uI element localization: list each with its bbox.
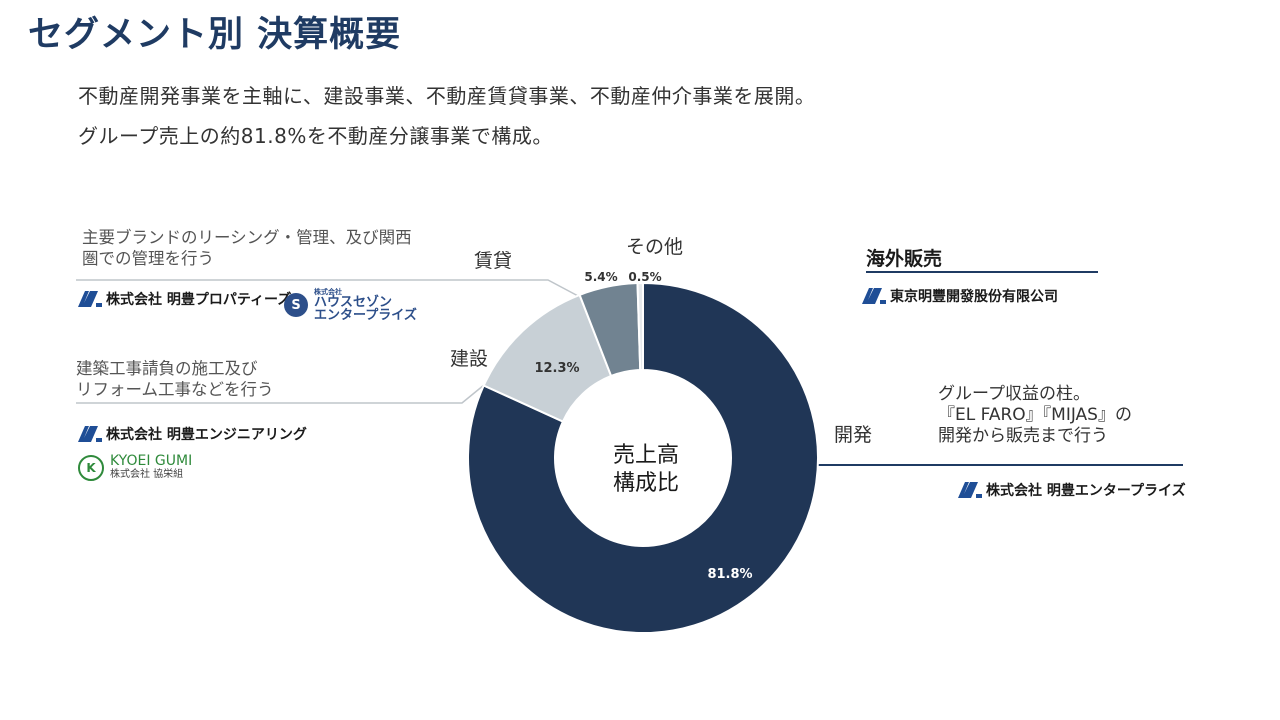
page-title: セグメント別 決算概要 — [28, 15, 402, 55]
kyoei-name-en: KYOEI GUMI — [110, 453, 193, 469]
overseas-company-name: 東京明豐開發股份有限公司 — [890, 289, 1058, 305]
donut-value-label-1: 81.8% — [707, 567, 752, 582]
construction-desc-line-2: リフォーム工事などを行う — [76, 380, 274, 399]
segment-label-other: その他 — [626, 236, 684, 258]
kyoei-gumi-logo: K KYOEI GUMI 株式会社 協栄組 — [78, 454, 192, 482]
meiho-logo-icon — [862, 288, 886, 304]
development-company-name: 株式会社 明豊エンタープライズ — [986, 483, 1186, 499]
center-label-line-1: 売上高 — [613, 443, 679, 468]
meiho-logo-icon — [78, 426, 102, 442]
development-desc-line-1: グループ収益の柱。 — [938, 384, 1090, 404]
rental-description: 主要ブランドのリーシング・管理、及び関西 圏での管理を行う — [82, 227, 412, 269]
kyoei-mark-icon: K — [78, 455, 104, 481]
construction-description: 建築工事請負の施工及び リフォーム工事などを行う — [76, 358, 274, 400]
rental-leader-line — [76, 279, 581, 298]
segment-label-rental: 賃貸 — [474, 250, 513, 272]
meiho-logo-icon — [958, 482, 982, 498]
house-saison-logo: S 株式会社 ハウスセゾン エンタープライズ — [284, 288, 417, 322]
donut-value-label-3: 5.4% — [584, 270, 617, 284]
rental-company-1-name: 株式会社 明豊プロパティーズ — [106, 292, 292, 308]
subtitle-line-2: グループ売上の約81.8%を不動産分譲事業で構成。 — [78, 124, 553, 148]
donut-value-label-4: 0.5% — [628, 270, 661, 284]
construction-company-1: 株式会社 明豊エンジニアリング — [78, 424, 307, 444]
meiho-logo-icon — [78, 291, 102, 307]
rental-company-1: 株式会社 明豊プロパティーズ — [78, 289, 291, 309]
donut-slice-1 — [467, 281, 819, 634]
construction-company-1-name: 株式会社 明豊エンジニアリング — [106, 427, 307, 443]
center-label-line-2: 構成比 — [613, 471, 679, 496]
development-desc-line-2: 『EL FARO』『MIJAS』の — [938, 405, 1132, 425]
rental-desc-line-1: 主要ブランドのリーシング・管理、及び関西 — [82, 228, 412, 247]
development-desc-line-3: 開発から販売まで行う — [938, 426, 1108, 446]
house-saison-line-1: ハウスセゾン — [314, 295, 393, 310]
overseas-company: 東京明豐開發股份有限公司 — [862, 286, 1058, 306]
segment-label-development: 開発 — [834, 424, 873, 446]
development-company: 株式会社 明豊エンタープライズ — [958, 480, 1186, 500]
donut-value-label-2: 12.3% — [534, 361, 579, 376]
construction-desc-line-1: 建築工事請負の施工及び — [76, 359, 258, 378]
development-description: グループ収益の柱。 『EL FARO』『MIJAS』の 開発から販売まで行う — [938, 384, 1132, 447]
house-saison-line-2: エンタープライズ — [314, 308, 417, 323]
subtitle-line-1: 不動産開発事業を主軸に、建設事業、不動産賃貸事業、不動産仲介事業を展開。 — [78, 84, 816, 108]
overseas-title: 海外販売 — [866, 248, 943, 270]
kyoei-name-jp: 株式会社 協栄組 — [110, 469, 184, 480]
donut-slice-4 — [636, 281, 644, 372]
segment-label-construction: 建設 — [450, 348, 489, 370]
construction-leader-line — [76, 384, 485, 404]
house-saison-icon: S — [284, 293, 308, 317]
rental-desc-line-2: 圏での管理を行う — [82, 249, 214, 268]
house-saison-small: 株式会社 — [314, 288, 342, 296]
